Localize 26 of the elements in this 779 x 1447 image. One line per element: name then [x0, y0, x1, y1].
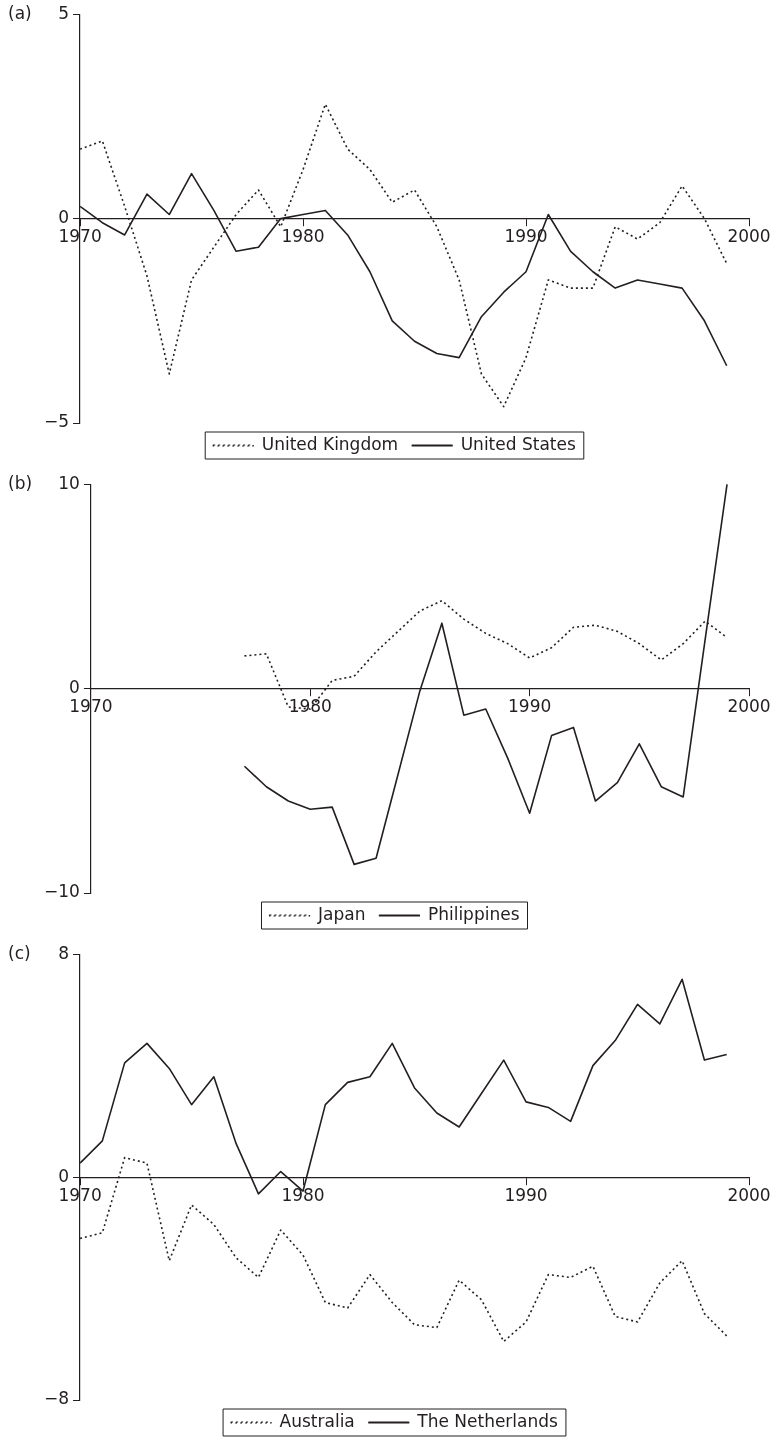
x-tick-label: 1990: [507, 696, 552, 717]
chart-title: (c): [8, 942, 31, 963]
legend-label: Japan: [317, 903, 366, 924]
legend-label: The Netherlands: [416, 1410, 559, 1431]
x-tick-label: 1980: [281, 1184, 325, 1205]
x-tick-label: 2000: [727, 226, 771, 247]
legend-label: United Kingdom: [261, 433, 399, 454]
y-tick-label: 10: [58, 472, 80, 493]
y-tick-label: 0: [69, 677, 80, 698]
y-tick-label: 5: [58, 2, 70, 23]
y-tick-label: −5: [44, 411, 70, 432]
x-tick-label: 2000: [727, 696, 771, 717]
y-tick-label: −8: [44, 1388, 70, 1409]
chart-title: (a): [8, 2, 32, 23]
legend-label: Philippines: [427, 903, 520, 924]
y-tick-label: 0: [58, 207, 70, 228]
x-tick-label: 1980: [288, 696, 332, 717]
x-tick-label: 2000: [727, 1184, 771, 1205]
y-tick-label: −10: [43, 881, 80, 902]
chart-title: (b): [8, 472, 33, 493]
x-tick-label: 1990: [504, 1184, 548, 1205]
x-tick-label: 1980: [281, 226, 325, 247]
y-tick-label: 0: [58, 1165, 70, 1186]
legend-label: United States: [460, 433, 576, 454]
legend-label: Australia: [279, 1410, 355, 1431]
y-tick-label: 8: [58, 942, 70, 963]
